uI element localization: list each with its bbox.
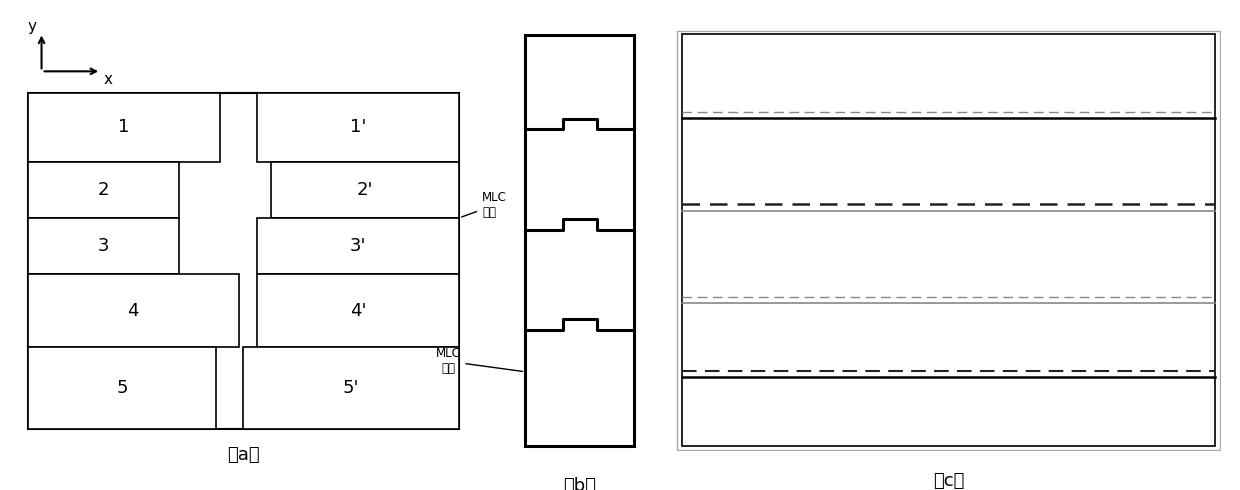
- Text: 1': 1': [350, 119, 366, 136]
- Text: 2': 2': [357, 181, 373, 199]
- Bar: [257, 274, 459, 347]
- Text: 4': 4': [350, 302, 366, 319]
- Bar: [27, 93, 459, 429]
- Bar: [243, 347, 459, 429]
- Bar: [257, 218, 459, 274]
- Text: y: y: [27, 19, 37, 34]
- Text: 5': 5': [343, 379, 360, 397]
- Text: MLC
叶片: MLC 叶片: [435, 347, 523, 375]
- Bar: [257, 93, 459, 162]
- Bar: [27, 274, 239, 347]
- Text: （c）: （c）: [932, 472, 965, 490]
- Bar: [27, 347, 216, 429]
- Text: 4: 4: [128, 302, 139, 319]
- Text: 3: 3: [98, 237, 109, 255]
- Text: x: x: [104, 73, 113, 88]
- Text: 1: 1: [119, 119, 130, 136]
- Bar: [270, 162, 459, 218]
- Text: MLC
叶片: MLC 叶片: [461, 191, 507, 219]
- Text: 2: 2: [98, 181, 109, 199]
- Text: （a）: （a）: [227, 446, 259, 464]
- Bar: [526, 35, 634, 445]
- Bar: [27, 218, 180, 274]
- Text: 5: 5: [117, 379, 128, 397]
- Bar: [27, 162, 180, 218]
- Text: 3': 3': [350, 237, 366, 255]
- Text: （b）: （b）: [563, 477, 596, 490]
- Bar: [27, 93, 221, 162]
